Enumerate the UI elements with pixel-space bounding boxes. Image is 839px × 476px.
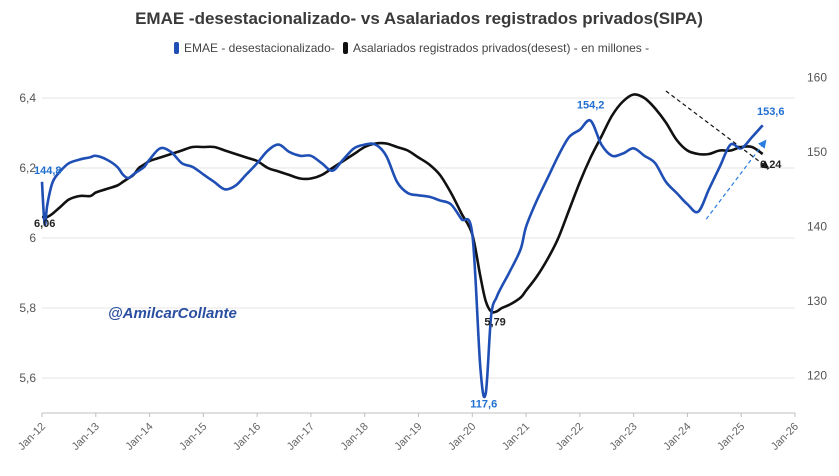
x-tick-label: Jan-25 xyxy=(715,421,747,453)
x-tick-label: Jan-14 xyxy=(123,421,155,453)
data-labels: 144,8 6,06 117,6 5,79 154,2 153,6 6,24 xyxy=(34,100,784,411)
trend-arrows xyxy=(665,90,770,220)
trend-arrow-asalariados xyxy=(665,90,770,170)
data-label: 6,24 xyxy=(760,159,782,171)
legend-label-asalariados: Asalariados registrados privados(desest)… xyxy=(353,41,649,55)
data-label: 154,2 xyxy=(577,100,605,112)
data-label: 117,6 xyxy=(470,399,497,411)
y-left-tick-label: 6,2 xyxy=(19,161,36,175)
x-tick-label: Jan-17 xyxy=(285,421,317,453)
y-right-tick-label: 140 xyxy=(807,220,827,234)
x-tick-label: Jan-12 xyxy=(16,421,48,453)
legend-label-emae: EMAE - desestacionalizado- xyxy=(184,41,335,55)
series-line-asalariados xyxy=(42,93,764,314)
x-tick-label: Jan-26 xyxy=(769,421,801,453)
data-label: 153,6 xyxy=(757,106,785,118)
x-tick-label: Jan-22 xyxy=(554,421,586,453)
series-line-emae xyxy=(40,119,764,399)
data-label: 144,8 xyxy=(34,165,62,177)
y-left-tick-label: 5,6 xyxy=(19,371,36,385)
legend-swatch-emae xyxy=(174,42,179,54)
data-label: 5,79 xyxy=(484,317,505,329)
y-right-tick-label: 160 xyxy=(807,70,827,84)
legend-swatch-asalariados xyxy=(343,42,348,54)
x-tick-label: Jan-24 xyxy=(661,421,693,453)
watermark: @AmilcarCollante xyxy=(108,305,237,322)
x-tick-label: Jan-15 xyxy=(177,421,209,453)
x-tick-label: Jan-18 xyxy=(339,421,371,453)
x-tick-label: Jan-23 xyxy=(607,421,639,453)
x-tick-label: Jan-16 xyxy=(231,421,263,453)
x-tick-label: Jan-20 xyxy=(446,421,478,453)
axes: 5,6 5,8 6 6,2 6,4 120 130 140 150 160 Jan-12 Jan-13… xyxy=(16,70,827,452)
series-lines xyxy=(40,93,764,399)
x-tick-label: Jan-19 xyxy=(392,421,424,453)
gridlines xyxy=(42,97,795,379)
y-left-tick-label: 6 xyxy=(29,231,36,245)
trend-arrow-emae xyxy=(705,139,767,220)
x-tick-label: Jan-13 xyxy=(70,421,102,453)
chart-title: EMAE -desestacionalizado- vs Asalariados… xyxy=(135,9,703,28)
y-left-tick-label: 6,4 xyxy=(19,91,36,105)
y-right-tick-label: 120 xyxy=(807,369,827,383)
y-right-tick-label: 150 xyxy=(807,145,827,159)
y-left-tick-label: 5,8 xyxy=(19,301,36,315)
x-tick-label: Jan-21 xyxy=(500,421,532,453)
data-label: 6,06 xyxy=(34,218,55,230)
legend: EMAE - desestacionalizado- Asalariados r… xyxy=(174,41,649,55)
y-right-tick-label: 130 xyxy=(807,294,827,308)
